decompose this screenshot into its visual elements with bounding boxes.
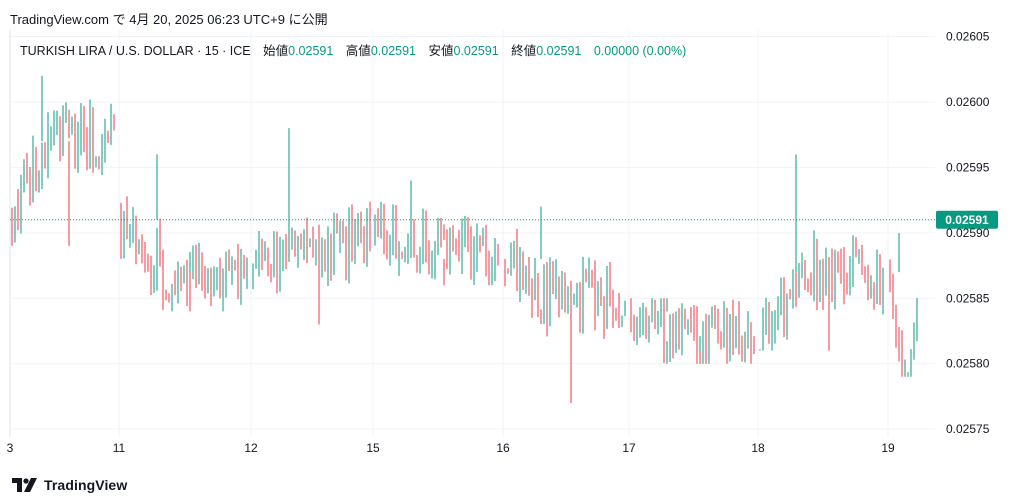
price-axis[interactable]: 0.02575 0.02580 0.02585 0.02590 0.02595 0.026… bbox=[946, 30, 990, 437]
publish-header: TradingView.com で 4月 20, 2025 06:23 UTC+… bbox=[10, 12, 328, 27]
tradingview-logo[interactable]: TradingView bbox=[12, 475, 127, 495]
low-label: 安値 bbox=[428, 44, 454, 58]
high-label: 高値 bbox=[345, 44, 371, 58]
open-label: 始値 bbox=[263, 44, 289, 58]
price-tick-label: 0.02575 bbox=[946, 422, 990, 436]
close-label: 終値 bbox=[511, 44, 537, 58]
time-axis[interactable]: 3 11 12 15 16 17 18 19 bbox=[7, 441, 895, 455]
last-price-badge bbox=[936, 210, 998, 229]
time-tick-label: 18 bbox=[751, 441, 765, 455]
tradingview-logo-icon bbox=[12, 478, 37, 492]
time-tick-label: 17 bbox=[622, 441, 636, 455]
last-price-line: 0.02591 bbox=[10, 210, 998, 229]
price-tick-label: 0.02605 bbox=[946, 30, 990, 44]
time-tick-label: 15 bbox=[366, 441, 380, 455]
chart-grid bbox=[9, 30, 935, 437]
time-tick-label: 16 bbox=[496, 441, 510, 455]
high-value: 0.02591 bbox=[370, 44, 416, 58]
price-tick-label: 0.02595 bbox=[946, 160, 990, 174]
price-tick-label: 0.02585 bbox=[946, 291, 990, 305]
price-tick-label: 0.02580 bbox=[946, 357, 990, 371]
time-tick-label: 11 bbox=[113, 441, 126, 455]
change-value: 0.00000 (0.00%) bbox=[593, 44, 687, 58]
open-value: 0.02591 bbox=[288, 44, 334, 58]
close-value: 0.02591 bbox=[536, 44, 582, 58]
time-tick-label: 19 bbox=[881, 441, 895, 455]
symbol-title: TURKISH LIRA / U.S. DOLLAR · 15 · ICE bbox=[20, 44, 251, 58]
price-tick-label: 0.02590 bbox=[946, 226, 990, 240]
tradingview-logo-text: TradingView bbox=[44, 477, 128, 493]
chart-legend: TURKISH LIRA / U.S. DOLLAR · 15 · ICE 始値… bbox=[20, 40, 686, 59]
time-tick-label: 3 bbox=[7, 441, 14, 455]
time-tick-label: 12 bbox=[244, 441, 258, 455]
last-price-label: 0.02591 bbox=[945, 213, 989, 227]
candlestick-series bbox=[11, 75, 918, 403]
low-value: 0.02591 bbox=[453, 44, 499, 58]
price-tick-label: 0.02600 bbox=[946, 95, 990, 109]
